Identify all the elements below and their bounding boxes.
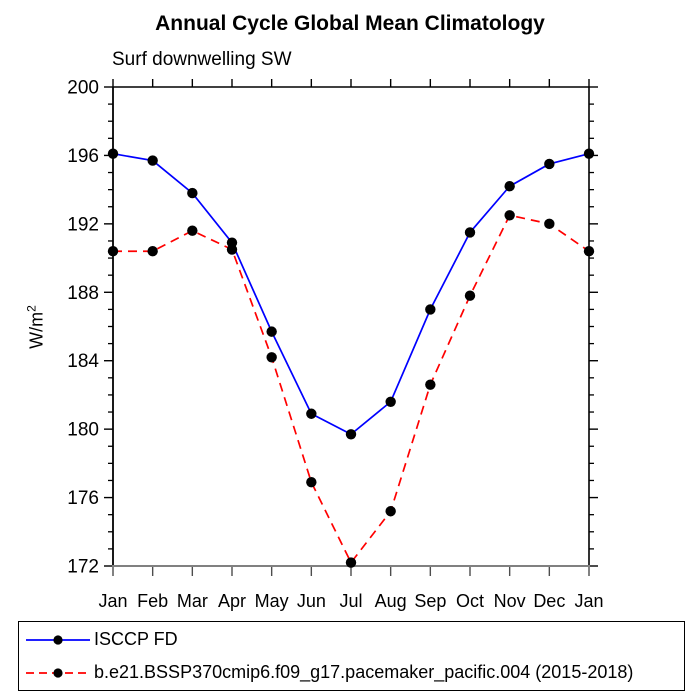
data-point-marker [544, 218, 555, 230]
data-point-marker [147, 246, 158, 257]
series-line-solid [112, 152, 590, 436]
data-point-marker [226, 244, 238, 255]
data-point-marker [504, 181, 515, 192]
chart-title: Annual Cycle Global Mean Climatology [155, 12, 545, 35]
data-point-marker [583, 246, 595, 257]
chart-subtitle: Surf downwelling SW [112, 49, 292, 70]
legend-dashed-line-icon [26, 667, 90, 678]
x-tick-label: Mar [177, 591, 208, 611]
legend: ISCCP FD b.e21.BSSP370cmip6.f09_g17.pace… [18, 621, 685, 691]
data-point-marker [504, 210, 515, 221]
y-tick-label: 172 [67, 557, 99, 578]
legend-item: b.e21.BSSP370cmip6.f09_g17.pacemaker_pac… [25, 656, 684, 689]
data-point-marker [385, 396, 396, 407]
data-point-marker [266, 352, 277, 363]
x-tick-label: Dec [533, 591, 565, 611]
series-line-dashed [113, 214, 590, 565]
data-point-marker [345, 557, 357, 568]
data-point-marker [464, 227, 476, 238]
data-point-marker [425, 304, 436, 315]
legend-label: b.e21.BSSP370cmip6.f09_g17.pacemaker_pac… [94, 662, 634, 682]
legend-label: ISCCP FD [94, 629, 178, 649]
data-point-marker [187, 225, 198, 236]
data-point-marker [306, 408, 317, 419]
x-tick-label: Jan [574, 591, 603, 611]
y-tick-label: 176 [67, 488, 99, 509]
y-tick-label: 184 [67, 351, 99, 372]
data-point-marker [544, 158, 555, 170]
y-tick-label: 192 [67, 214, 99, 235]
data-point-marker [107, 246, 119, 257]
x-tick-label: May [255, 591, 289, 611]
y-tick-label: 188 [67, 283, 99, 304]
data-point-marker [583, 148, 595, 159]
data-point-marker [345, 429, 357, 440]
x-tick-label: Jan [98, 591, 127, 611]
data-point-marker [107, 148, 119, 159]
y-tick-label: 180 [67, 420, 99, 441]
data-point-marker [425, 379, 436, 390]
x-tick-label: Feb [137, 591, 168, 611]
data-point-marker [385, 506, 396, 517]
x-tick-label: Apr [218, 591, 246, 611]
legend-solid-line-icon [26, 634, 90, 645]
x-tick-label: Nov [494, 591, 526, 611]
x-tick-label: Sep [414, 591, 446, 611]
data-point-marker [187, 187, 198, 199]
x-tick-label: Aug [375, 591, 407, 611]
y-tick-label: 200 [67, 78, 99, 99]
x-tick-label: Jun [297, 591, 326, 611]
x-tick-label: Oct [456, 591, 484, 611]
x-tick-label: Jul [339, 591, 362, 611]
data-point-marker [266, 326, 277, 337]
data-point-marker [306, 476, 317, 488]
data-point-marker [147, 155, 158, 166]
data-point-marker [464, 290, 476, 301]
legend-item: ISCCP FD [25, 623, 684, 656]
y-tick-label: 196 [67, 146, 99, 167]
